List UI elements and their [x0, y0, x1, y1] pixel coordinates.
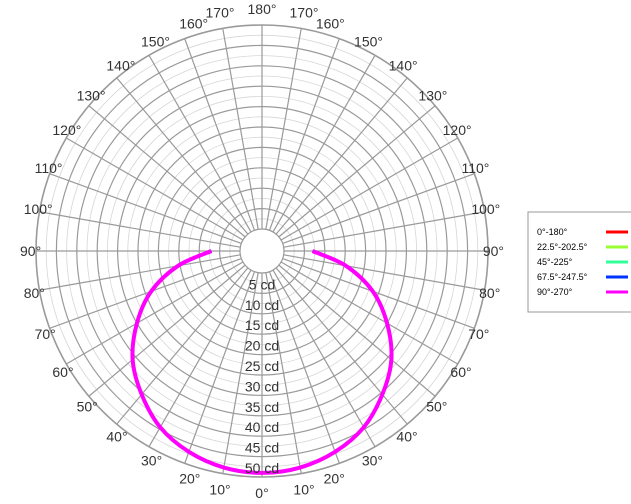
angle-label: 120°	[52, 122, 81, 138]
grid-spoke	[283, 211, 485, 248]
grid-spoke	[39, 254, 241, 291]
grid-inner-circle	[239, 228, 285, 274]
angle-label: 100°	[471, 201, 500, 217]
angle-label: 150°	[354, 33, 383, 49]
angle-label: 140°	[106, 58, 135, 74]
angle-label: 70°	[35, 326, 56, 342]
angle-label: 110°	[35, 160, 63, 176]
angle-label: 40°	[396, 428, 417, 444]
grid-spoke	[268, 38, 340, 231]
angle-label: 40°	[106, 428, 127, 444]
angle-label: 130°	[77, 87, 106, 103]
ring-labels: 5 cd 10 cd 15 cd 20 cd 25 cd 30 cd 35 cd 40 cd 4…	[245, 276, 279, 476]
angle-label: 80°	[24, 285, 45, 301]
angle-labels: 0° 10° 20° 30° 40° 50° 60° 70° 80° 90° 100° 110° 120…	[20, 1, 504, 501]
legend-label: 22.5°-202.5°	[537, 242, 588, 252]
angle-label: 70°	[468, 326, 489, 342]
grid-spoke	[39, 211, 241, 248]
grid-spoke	[222, 28, 259, 230]
angle-label: 60°	[450, 364, 471, 380]
angle-label: 140°	[389, 58, 418, 74]
legend-label: 90°-270°	[537, 287, 573, 297]
ring-label: 40 cd	[245, 419, 279, 435]
angle-label: 170°	[290, 5, 319, 21]
angle-label: 60°	[52, 364, 73, 380]
grid-spoke	[116, 267, 249, 425]
angle-label: 30°	[362, 453, 383, 469]
angle-label: 90°	[20, 243, 41, 259]
angle-label: 0°	[255, 485, 268, 501]
angle-label: 100°	[24, 201, 53, 217]
legend-label: 0°-180°	[537, 227, 568, 237]
legend: 0°-180° 22.5°-202.5° 45°-225° 67.5°-247.5° 9…	[527, 211, 631, 313]
grid-spoke	[49, 173, 242, 245]
grid-spoke	[280, 137, 459, 241]
ring-label: 25 cd	[245, 358, 279, 374]
series-layer	[130, 249, 394, 475]
grid-spoke	[116, 77, 249, 235]
angle-label: 20°	[324, 470, 345, 486]
legend-label: 67.5°-247.5°	[537, 272, 588, 282]
angle-label: 160°	[316, 16, 345, 32]
angle-label: 130°	[418, 87, 447, 103]
grid-spoke	[148, 54, 252, 233]
angle-label: 50°	[77, 399, 98, 415]
grid-spoke	[222, 272, 259, 474]
grid-spoke	[272, 269, 376, 448]
grid-spoke	[148, 269, 252, 448]
grid-spoke	[184, 38, 256, 231]
grid-spoke	[278, 264, 436, 397]
grid-spoke	[65, 261, 244, 365]
polar-grid	[35, 24, 489, 478]
angle-label: 80°	[479, 285, 500, 301]
grid-spoke	[184, 271, 256, 464]
grid-spoke	[265, 28, 302, 230]
angle-label: 10°	[209, 481, 230, 497]
grid-spoke	[278, 105, 436, 238]
grid-spoke	[275, 77, 408, 235]
grid-spoke	[280, 261, 459, 365]
ring-label: 20 cd	[245, 338, 279, 354]
angle-label: 160°	[179, 16, 208, 32]
ring-label: 45 cd	[245, 440, 279, 456]
grid-spoke	[265, 272, 302, 474]
legend-label: 45°-225°	[537, 257, 573, 267]
grid-spoke	[275, 267, 408, 425]
ring-label: 15 cd	[245, 317, 279, 333]
angle-label: 10°	[293, 481, 314, 497]
grid-spoke	[49, 257, 242, 329]
angle-label: 120°	[443, 122, 472, 138]
ring-label: 10 cd	[245, 297, 279, 313]
grid-spoke	[65, 137, 244, 241]
grid-spoke	[88, 105, 246, 238]
angle-label: 50°	[426, 399, 447, 415]
grid-spoke	[282, 257, 475, 329]
grid-spoke	[88, 264, 246, 397]
angle-label: 110°	[461, 160, 489, 176]
grid-spoke	[283, 254, 485, 291]
angle-label: 150°	[141, 33, 170, 49]
ring-label: 30 cd	[245, 378, 279, 394]
angle-label: 20°	[179, 470, 200, 486]
angle-label: 30°	[141, 453, 162, 469]
angle-label: 170°	[206, 5, 235, 21]
grid-spoke	[282, 173, 475, 245]
ring-label: 50 cd	[245, 460, 279, 476]
ring-label: 35 cd	[245, 399, 279, 415]
angle-label: 90°	[483, 243, 504, 259]
angle-label: 180°	[248, 1, 277, 17]
grid-spoke	[272, 54, 376, 233]
series-line-4	[130, 249, 394, 475]
ring-label: 5 cd	[249, 276, 275, 292]
grid-spoke	[268, 271, 340, 464]
